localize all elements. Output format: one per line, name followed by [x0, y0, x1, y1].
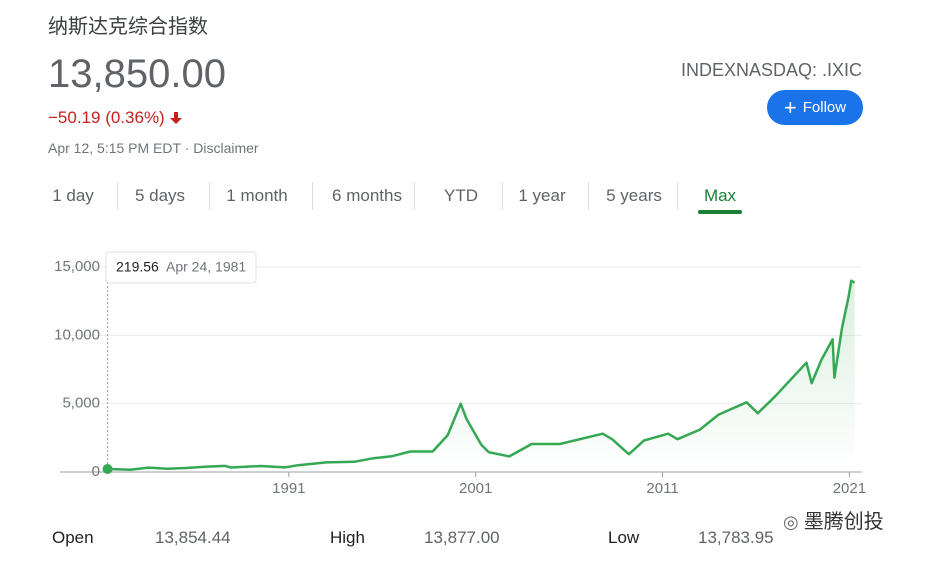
title: 纳斯达克综合指数: [48, 16, 208, 38]
tooltip-value: 219.56: [116, 259, 159, 275]
stat-value: 13,877.00: [424, 528, 500, 547]
down-arrow: [170, 112, 183, 124]
tab[interactable]: 5 years: [606, 186, 662, 205]
change-text: −50.19 (0.36%): [48, 108, 165, 127]
y-tick-label: 0: [92, 463, 100, 480]
stat-label: Open: [52, 528, 94, 547]
y-tick-label: 15,000: [54, 258, 100, 275]
area: [107, 280, 855, 472]
stat-label: High: [330, 528, 365, 547]
follow-button[interactable]: + Follow: [767, 90, 863, 125]
follow-label: Follow: [802, 99, 847, 116]
tab[interactable]: 5 days: [134, 186, 186, 205]
ticker: INDEXNASDAQ: .IXIC: [680, 60, 862, 80]
tab-separator: [501, 182, 503, 210]
tab-separator: [414, 182, 415, 210]
watermark: ◎ 墨腾创投: [783, 511, 884, 533]
tab[interactable]: 1 day: [52, 186, 94, 205]
tab-separator: [312, 182, 313, 210]
tab-separator: [208, 182, 210, 210]
tab-separator: [588, 182, 589, 210]
tab-separator: [116, 182, 118, 210]
tab-separator: [677, 182, 678, 210]
watermark-text: 墨腾创投: [803, 511, 884, 533]
tab[interactable]: YTD: [444, 186, 478, 205]
tab[interactable]: 6 months: [332, 186, 402, 205]
tab[interactable]: 1 month: [226, 186, 288, 205]
change: −50.19 (0.36%): [48, 108, 183, 128]
x-tick-label: 2011: [646, 480, 678, 497]
tooltip-date: Apr 24, 1981: [166, 259, 246, 275]
plus-icon: +: [783, 94, 797, 120]
stat-value: 13,783.95: [698, 528, 774, 547]
y-tick-label: 5,000: [62, 395, 100, 412]
stat-label: Low: [608, 528, 640, 547]
x-tick-label: 2001: [459, 480, 492, 497]
y-tick-label: 10,000: [54, 326, 100, 343]
tab-underline: [698, 210, 742, 214]
stat-value: 13,854.44: [155, 528, 231, 547]
line: [107, 279, 856, 471]
tooltip-box: [105, 251, 257, 284]
x-tick-label: 2021: [833, 480, 866, 497]
x-tick-label: 1991: [272, 480, 305, 497]
tab[interactable]: 1 year: [518, 186, 566, 205]
price: 13,850.00: [48, 52, 226, 96]
timestamp: Apr 12, 5:15 PM EDT · Disclaimer: [48, 140, 259, 156]
hover-dot: [102, 463, 113, 474]
tab[interactable]: Max: [703, 186, 737, 205]
